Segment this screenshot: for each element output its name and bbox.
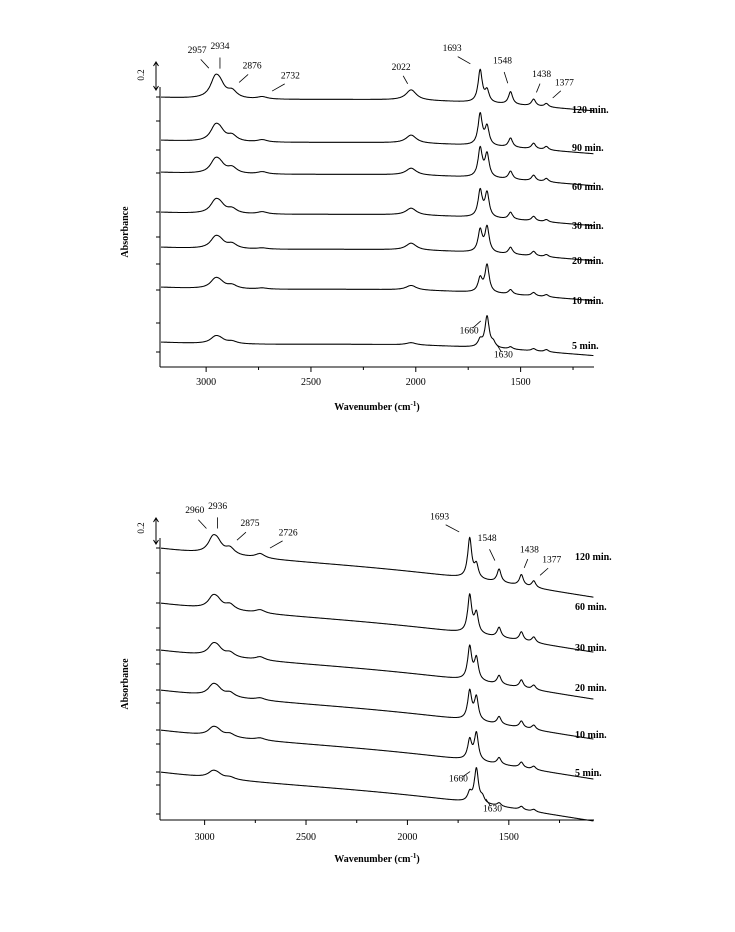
peak-leader-line [539, 567, 549, 576]
spectrum-line [160, 767, 594, 822]
peak-label: 1438 [520, 545, 539, 555]
series-label: 10 min. [572, 296, 604, 307]
spectrum-line [160, 263, 594, 302]
peak-label: 2957 [188, 46, 207, 56]
peak-label: 1548 [493, 57, 512, 67]
peak-label: 2022 [392, 63, 411, 73]
scale-bar-label: 0.2 [136, 522, 146, 533]
spectrum-line [160, 593, 594, 653]
peak-leader-line [238, 74, 249, 83]
scale-bar-arrow-top [153, 61, 159, 67]
x-tick-label: 3000 [196, 377, 216, 388]
series-label: 10 min. [575, 730, 607, 741]
peak-leader-line [445, 524, 460, 533]
series-label: 20 min. [572, 256, 604, 267]
series-label: 30 min. [572, 221, 604, 232]
peak-label: 2960 [185, 506, 204, 516]
y-axis-title: Absorbance [120, 658, 131, 710]
series-label: 30 min. [575, 643, 607, 654]
peak-label: 2726 [279, 528, 298, 538]
x-tick-label: 2500 [296, 832, 316, 843]
peak-label: 1693 [443, 44, 462, 54]
spectrum-line [160, 641, 594, 700]
peak-leader-line [457, 56, 471, 65]
scale-bar-arrow-top [153, 517, 159, 523]
x-tick-label: 3000 [195, 832, 215, 843]
series-label: 5 min. [575, 768, 602, 779]
panel-bottom: 3000 2500 2000 1500 Wavenumber (cm-1) Absorba… [120, 502, 612, 865]
peak-label: 1377 [555, 78, 574, 88]
series-label: 5 min. [572, 341, 599, 352]
peak-label: 1438 [532, 70, 551, 80]
spectrum-line [160, 111, 594, 155]
peak-label: 1630 [483, 805, 502, 815]
peak-label: 1377 [542, 556, 561, 566]
peak-label: 1548 [478, 534, 497, 544]
series-label: 90 min. [572, 143, 604, 154]
peak-leader-line [523, 558, 529, 569]
spectrum-line [160, 725, 594, 780]
x-tick-label: 1500 [511, 377, 531, 388]
peak-leader-line [461, 771, 471, 778]
series-label: 120 min. [575, 552, 612, 563]
peak-leader-line [552, 90, 562, 99]
peak-leader-line [198, 519, 207, 529]
peak-leader-line [485, 798, 491, 807]
peak-label: 2876 [243, 61, 262, 71]
peak-leader-line [236, 531, 247, 541]
peak-label: 2732 [281, 71, 300, 81]
x-tick-label: 1500 [499, 832, 519, 843]
peak-label: 1660 [460, 327, 479, 337]
x-axis-title: Wavenumber (cm-1) [334, 852, 419, 865]
peak-label: 1693 [430, 512, 449, 522]
peak-label: 2875 [240, 519, 259, 529]
scale-bar-arrow-bottom [153, 85, 159, 91]
x-tick-label: 2500 [301, 377, 321, 388]
peak-label: 1630 [494, 350, 513, 360]
peak-leader-line [472, 320, 482, 329]
peak-leader-line [200, 59, 210, 69]
peak-leader-line [503, 71, 509, 84]
y-axis-title: Absorbance [120, 206, 131, 258]
series-label: 20 min. [575, 683, 607, 694]
spectrum-line [160, 224, 594, 262]
x-tick-label: 2000 [406, 377, 426, 388]
peak-leader-line [269, 540, 283, 549]
x-tick-label: 2000 [397, 832, 417, 843]
peak-leader-line [402, 75, 409, 85]
peak-label: 2934 [210, 42, 229, 52]
peak-leader-line [496, 344, 502, 353]
series-label: 60 min. [572, 182, 604, 193]
spectrum-line [160, 534, 594, 598]
spectrum-line [160, 315, 594, 357]
spectrum-line [160, 682, 594, 740]
peak-label: 2936 [208, 502, 227, 512]
x-axis-title: Wavenumber (cm-1) [334, 400, 419, 413]
series-label: 60 min. [575, 602, 607, 613]
spectrum-line [160, 145, 594, 187]
peak-leader-line [271, 83, 285, 92]
peak-leader-line [489, 549, 496, 561]
scale-bar-label: 0.2 [136, 69, 146, 80]
peak-leader-line [536, 83, 541, 93]
spectrum-line [160, 187, 594, 227]
series-label: 120 min. [572, 105, 609, 116]
panel-top: 3000 2500 2000 1500 Wavenumber (cm-1) Absorba… [120, 42, 609, 413]
peak-label: 1660 [449, 774, 468, 784]
scale-bar-arrow-bottom [153, 539, 159, 545]
spectrum-line [160, 68, 594, 112]
